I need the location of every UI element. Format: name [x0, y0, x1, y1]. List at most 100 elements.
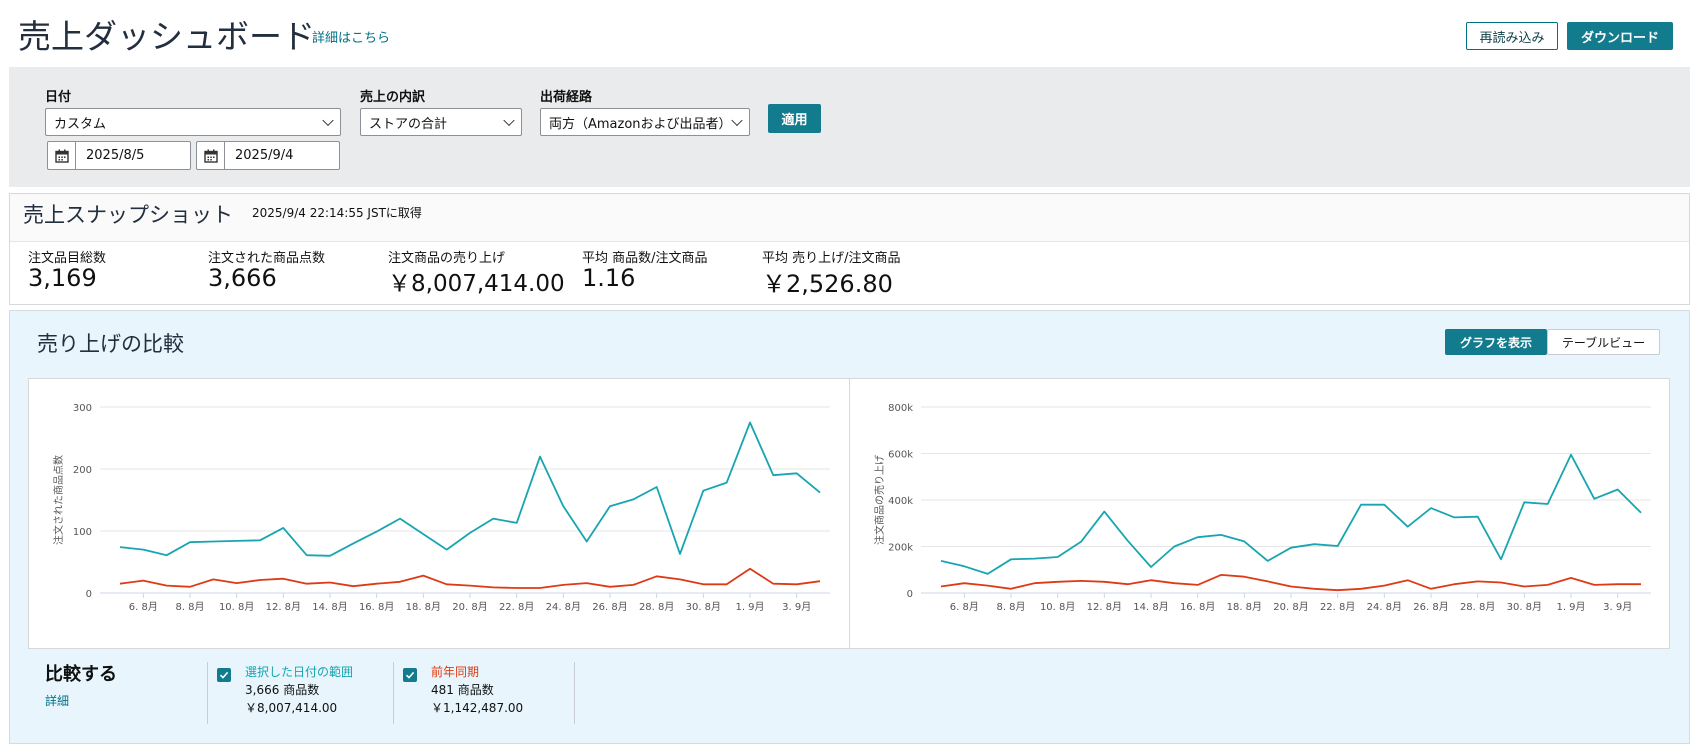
x-tick-label: 26. 8月: [592, 601, 627, 613]
legend-units-suffix: 商品数: [283, 683, 320, 697]
snapshot-timestamp: 2025/9/4 22:14:55 JSTに取得: [252, 206, 422, 220]
breakdown-label: 売上の内訳: [360, 90, 426, 105]
metric-label: 注文品目総数: [28, 251, 107, 266]
legend-units: 481 商品数: [431, 681, 494, 698]
download-button[interactable]: ダウンロード: [1567, 22, 1673, 50]
legend-units-suffix: 商品数: [457, 683, 494, 697]
chevron-down-icon: [503, 114, 515, 127]
channel-label: 出荷経路: [540, 90, 593, 105]
x-tick-label: 10. 8月: [219, 601, 254, 613]
x-tick-label: 16. 8月: [1180, 601, 1215, 613]
snapshot-title: 売上スナップショット: [23, 203, 233, 227]
check-icon: [405, 671, 415, 679]
x-tick-label: 28. 8月: [639, 601, 674, 613]
legend-units-value: 3,666: [245, 683, 280, 697]
divider: [574, 662, 575, 724]
calendar-icon: [48, 142, 76, 169]
graph-view-button[interactable]: グラフを表示: [1445, 329, 1547, 355]
y-tick-label: 600k: [888, 450, 913, 461]
metric-value: 3,169: [28, 264, 97, 292]
series-line-previous-year: [119, 567, 821, 589]
chevron-down-icon: [322, 114, 334, 127]
x-tick-label: 12. 8月: [1087, 601, 1122, 613]
units-line-chart: 0 100 200 300 6. 8月 8. 8月 10. 8月 12. 8月 14. 8月 16…: [52, 403, 830, 613]
x-tick-label: 8. 8月: [175, 601, 204, 613]
detail-link[interactable]: 詳細はこちら: [312, 31, 391, 46]
channel-select-value: 両方（Amazonおよび出品者）: [549, 116, 732, 132]
legend-sales: ￥1,142,487.00: [431, 701, 524, 715]
legend-sales: ￥8,007,414.00: [245, 701, 338, 715]
compare-heading: 比較する: [45, 664, 117, 685]
x-tick-label: 26. 8月: [1413, 601, 1448, 613]
snapshot-header: [10, 194, 1689, 242]
x-tick-label: 30. 8月: [1507, 601, 1542, 613]
metric-value: 3,666: [208, 264, 277, 292]
x-tick-label: 14. 8月: [312, 601, 347, 613]
reload-button[interactable]: 再読み込み: [1466, 22, 1558, 50]
metric-value: 1.16: [582, 264, 636, 292]
x-tick-label: 28. 8月: [1460, 601, 1495, 613]
date-select-value: カスタム: [54, 116, 107, 132]
previous-year-checkbox[interactable]: [403, 668, 417, 682]
series-line-current: [119, 421, 821, 557]
calendar-icon: [197, 142, 225, 169]
metric-value: ￥2,526.80: [762, 270, 893, 298]
metric-label: 注文商品の売り上げ: [388, 251, 506, 266]
x-tick-label: 18. 8月: [406, 601, 441, 613]
chevron-down-icon: [731, 114, 743, 127]
x-tick-label: 16. 8月: [359, 601, 394, 613]
sales-chart-panel: [849, 378, 1670, 649]
legend-units-value: 481: [431, 683, 454, 697]
x-tick-label: 1. 9月: [735, 601, 764, 613]
x-tick-label: 1. 9月: [1556, 601, 1585, 613]
compare-title: 売り上げの比較: [37, 332, 184, 356]
y-tick-label: 300: [73, 403, 92, 414]
series-line-current: [940, 453, 1642, 575]
units-chart-panel: [28, 378, 850, 649]
legend-units: 3,666 商品数: [245, 681, 319, 698]
y-tick-label: 100: [73, 527, 92, 538]
date-select[interactable]: カスタム: [45, 108, 341, 136]
x-tick-label: 3. 9月: [1603, 601, 1632, 613]
x-tick-label: 24. 8月: [1367, 601, 1402, 613]
breakdown-select-value: ストアの合計: [369, 116, 448, 132]
end-date-field[interactable]: 2025/9/4: [196, 141, 340, 170]
x-tick-label: 12. 8月: [266, 601, 301, 613]
legend-name: 選択した日付の範囲: [245, 665, 354, 679]
divider: [393, 662, 394, 724]
sales-snapshot-panel: [9, 193, 1690, 305]
metric-label: 平均 売り上げ/注文商品: [762, 251, 901, 266]
breakdown-select[interactable]: ストアの合計: [360, 108, 522, 136]
divider: [207, 662, 208, 724]
y-tick-label: 0: [907, 589, 913, 600]
x-tick-label: 20. 8月: [1273, 601, 1308, 613]
table-view-button[interactable]: テーブルビュー: [1547, 329, 1660, 355]
x-tick-label: 10. 8月: [1040, 601, 1075, 613]
x-tick-label: 14. 8月: [1133, 601, 1168, 613]
y-tick-label: 0: [86, 589, 92, 600]
date-label: 日付: [45, 90, 72, 105]
x-tick-label: 24. 8月: [546, 601, 581, 613]
y-tick-label: 400k: [888, 496, 913, 507]
metric-label: 注文された商品点数: [208, 251, 326, 266]
sales-line-chart: 0 200k 400k 600k 800k 6. 8月 8. 8月 10. 8月 12. 8月 1…: [873, 403, 1651, 613]
x-tick-label: 22. 8月: [1320, 601, 1355, 613]
y-tick-label: 200k: [888, 543, 913, 554]
page-title: 売上ダッシュボード: [18, 17, 315, 56]
apply-button[interactable]: 適用: [768, 104, 821, 133]
start-date-field[interactable]: 2025/8/5: [47, 141, 191, 170]
details-link[interactable]: 詳細: [45, 694, 70, 708]
x-tick-label: 8. 8月: [996, 601, 1025, 613]
legend-name: 前年同期: [431, 665, 480, 679]
end-date-value: 2025/9/4: [235, 148, 294, 163]
y-axis-title: 注文商品の売り上げ: [873, 455, 886, 545]
x-tick-label: 18. 8月: [1227, 601, 1262, 613]
x-tick-label: 20. 8月: [452, 601, 487, 613]
x-tick-label: 6. 8月: [129, 601, 158, 613]
selected-range-checkbox[interactable]: [217, 668, 231, 682]
channel-select[interactable]: 両方（Amazonおよび出品者）: [540, 108, 750, 136]
x-tick-label: 3. 9月: [782, 601, 811, 613]
x-tick-label: 22. 8月: [499, 601, 534, 613]
y-axis-title: 注文された商品点数: [52, 455, 65, 545]
series-line-previous-year: [940, 573, 1641, 592]
